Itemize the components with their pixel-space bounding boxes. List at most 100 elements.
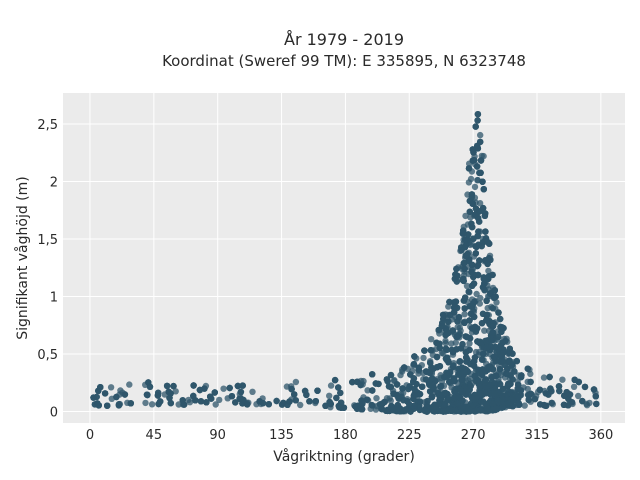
data-point bbox=[126, 381, 133, 388]
data-point bbox=[179, 397, 186, 404]
data-point bbox=[531, 395, 539, 403]
data-point bbox=[154, 392, 162, 399]
data-point bbox=[185, 396, 192, 404]
data-point bbox=[167, 399, 174, 407]
data-point bbox=[452, 298, 460, 305]
data-point bbox=[444, 397, 451, 404]
data-point bbox=[407, 408, 414, 415]
x-tick-label: 225 bbox=[397, 428, 422, 443]
data-point bbox=[411, 402, 418, 409]
data-point bbox=[468, 191, 476, 198]
data-point bbox=[506, 402, 513, 409]
data-point bbox=[482, 210, 489, 217]
data-point bbox=[212, 401, 219, 408]
data-point bbox=[495, 388, 503, 396]
data-point bbox=[463, 241, 470, 249]
data-point bbox=[280, 399, 287, 407]
data-point bbox=[536, 386, 544, 393]
data-point bbox=[489, 305, 496, 312]
data-point bbox=[473, 290, 480, 298]
data-point bbox=[508, 362, 515, 369]
data-point bbox=[465, 179, 473, 186]
data-point bbox=[467, 382, 474, 390]
data-point bbox=[444, 407, 452, 414]
data-point bbox=[499, 357, 506, 364]
data-point bbox=[491, 353, 498, 361]
data-point bbox=[480, 275, 488, 283]
data-point bbox=[476, 383, 484, 391]
data-point bbox=[220, 385, 227, 392]
data-point bbox=[457, 408, 465, 415]
data-point bbox=[101, 390, 109, 397]
data-point bbox=[292, 397, 299, 404]
data-point bbox=[559, 376, 566, 383]
data-point bbox=[480, 186, 487, 193]
data-point bbox=[196, 386, 204, 394]
data-point bbox=[513, 357, 520, 365]
data-point bbox=[469, 146, 476, 153]
data-point bbox=[482, 377, 489, 384]
data-point bbox=[461, 305, 468, 312]
data-point bbox=[197, 398, 205, 405]
data-point bbox=[148, 401, 156, 408]
data-point bbox=[471, 372, 478, 380]
data-point bbox=[333, 394, 340, 402]
data-point bbox=[436, 363, 444, 370]
data-point bbox=[471, 183, 479, 191]
data-point bbox=[483, 316, 490, 324]
data-point bbox=[421, 347, 428, 354]
data-point bbox=[127, 400, 134, 407]
data-point bbox=[113, 393, 120, 401]
data-point bbox=[456, 358, 463, 365]
data-point bbox=[481, 327, 488, 334]
data-point bbox=[387, 383, 395, 391]
data-point bbox=[428, 394, 436, 401]
data-point bbox=[359, 400, 366, 407]
data-point bbox=[369, 387, 376, 394]
data-point bbox=[451, 388, 458, 395]
data-point bbox=[390, 390, 397, 397]
data-point bbox=[461, 319, 468, 326]
data-point bbox=[234, 382, 242, 390]
data-point bbox=[463, 282, 471, 290]
data-point bbox=[547, 385, 554, 392]
data-point bbox=[456, 324, 463, 332]
data-point bbox=[475, 366, 482, 374]
data-point bbox=[446, 378, 453, 386]
data-point bbox=[564, 402, 572, 409]
data-point bbox=[486, 382, 494, 389]
data-point bbox=[479, 178, 486, 185]
data-point bbox=[459, 230, 467, 237]
x-tick-label: 90 bbox=[209, 428, 226, 443]
data-point bbox=[476, 169, 483, 177]
data-point bbox=[427, 359, 434, 367]
data-point bbox=[517, 373, 525, 381]
data-point bbox=[592, 393, 599, 400]
data-point bbox=[444, 354, 451, 361]
data-point bbox=[473, 163, 481, 170]
data-point bbox=[445, 329, 452, 336]
data-point bbox=[145, 379, 152, 386]
y-tick-labels: 0 0,5 1 1,5 2 2,5 bbox=[37, 118, 58, 420]
data-point bbox=[483, 297, 490, 304]
data-point bbox=[426, 381, 433, 388]
data-point bbox=[470, 362, 478, 369]
data-point bbox=[349, 378, 356, 386]
chart-title: År 1979 - 2019 bbox=[284, 30, 404, 49]
data-point bbox=[121, 391, 129, 398]
data-point bbox=[478, 371, 486, 378]
data-point bbox=[437, 383, 444, 390]
data-point bbox=[462, 236, 469, 243]
data-point bbox=[97, 384, 104, 391]
data-point bbox=[542, 390, 550, 397]
data-point bbox=[474, 117, 481, 124]
data-point bbox=[265, 401, 272, 408]
data-point bbox=[443, 372, 451, 380]
data-point bbox=[427, 347, 435, 354]
data-point bbox=[579, 397, 586, 405]
data-point bbox=[490, 320, 497, 327]
data-point bbox=[430, 386, 437, 393]
data-point bbox=[335, 384, 342, 391]
data-point bbox=[445, 318, 452, 325]
data-point bbox=[485, 273, 492, 280]
